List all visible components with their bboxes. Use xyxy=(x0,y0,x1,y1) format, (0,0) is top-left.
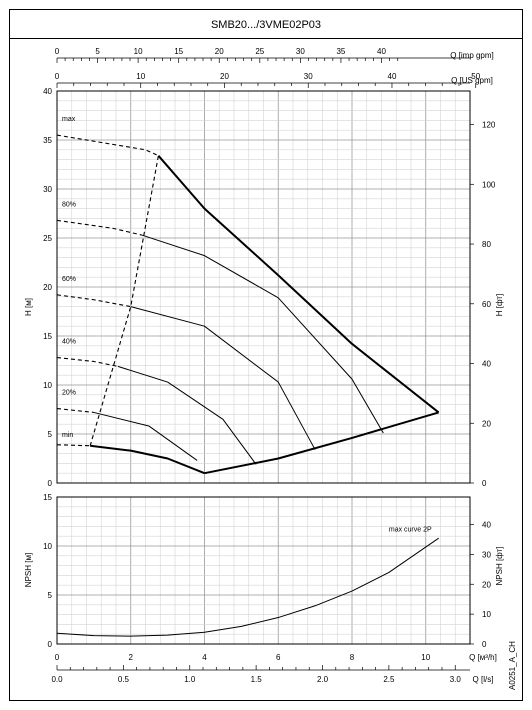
top-axis-0-label: Q [imp gpm] xyxy=(450,51,494,60)
top-axis-1-tick-label: 10 xyxy=(136,72,145,81)
npsh-y-tick-label: 5 xyxy=(48,591,53,600)
top-axis-0-tick-label: 0 xyxy=(55,47,60,56)
top-axis-1-tick-label: 20 xyxy=(220,72,229,81)
performance-right-tick-label: 0 xyxy=(482,479,487,488)
npsh-right-tick-label: 30 xyxy=(482,550,491,559)
npsh-x-tick-label: 0 xyxy=(55,653,60,662)
npsh-right-tick-label: 0 xyxy=(482,640,487,649)
top-axis-1-label: Q [US gpm] xyxy=(451,76,493,85)
performance-curve-40pct-7 xyxy=(117,365,257,465)
top-axis-1-tick-label: 30 xyxy=(304,72,313,81)
top-axis-0-tick-label: 10 xyxy=(134,47,143,56)
performance-curve-max-1 xyxy=(157,155,440,414)
performance-curve-60pct-5 xyxy=(130,306,316,450)
speed-label: 60% xyxy=(62,276,76,283)
performance-curve-20pct-8 xyxy=(56,407,94,413)
speed-label: 80% xyxy=(62,201,76,208)
speed-label: max xyxy=(62,116,76,123)
top-axis-0-tick-label: 30 xyxy=(296,47,305,56)
performance-y-tick-label: 5 xyxy=(48,430,53,439)
npsh-curve-0 xyxy=(56,537,439,637)
performance-curve-20pct-9 xyxy=(93,411,198,461)
performance-curve-min-10 xyxy=(56,444,91,447)
npsh-x-tick-label: 10 xyxy=(421,653,430,662)
speed-label: min xyxy=(62,432,73,439)
npsh-x-tick-label: 6 xyxy=(276,653,281,662)
performance-y-tick-label: 25 xyxy=(43,234,52,243)
performance-curve-envelope-13 xyxy=(204,411,439,475)
npsh-right-tick-label: 10 xyxy=(482,610,491,619)
ls-axis-tick-label: 2.0 xyxy=(317,675,329,684)
ls-axis-tick-label: 3.0 xyxy=(450,675,462,684)
performance-right-tick-label: 100 xyxy=(482,180,496,189)
performance-y-axis-title: H [м] xyxy=(24,298,33,316)
npsh-x-axis-title: Q [м³/h] xyxy=(469,653,497,662)
npsh-right-tick-label: 40 xyxy=(482,521,491,530)
top-axis-0-tick-label: 25 xyxy=(255,47,264,56)
performance-right-tick-label: 120 xyxy=(482,121,496,130)
performance-curve-envelope-12 xyxy=(89,155,159,446)
performance-curve-max-0 xyxy=(56,134,159,157)
outer-frame xyxy=(9,9,523,701)
performance-curve-80pct-3 xyxy=(141,234,384,434)
performance-y-tick-label: 10 xyxy=(43,381,52,390)
performance-right-axis-title: H [фт] xyxy=(495,294,504,317)
top-axis-0-tick-label: 35 xyxy=(336,47,345,56)
performance-right-tick-label: 20 xyxy=(482,419,491,428)
ls-axis-tick-label: 0.5 xyxy=(118,675,130,684)
performance-curve-60pct-4 xyxy=(56,294,131,308)
performance-y-tick-label: 20 xyxy=(43,283,52,292)
npsh-y-tick-label: 0 xyxy=(48,640,53,649)
top-axis-1-tick-label: 50 xyxy=(471,72,480,81)
top-axis-0-tick-label: 20 xyxy=(215,47,224,56)
performance-y-tick-label: 40 xyxy=(43,87,52,96)
performance-right-tick-label: 80 xyxy=(482,240,491,249)
top-axis-0-tick-label: 15 xyxy=(174,47,183,56)
performance-y-tick-label: 35 xyxy=(43,136,52,145)
performance-right-tick-label: 60 xyxy=(482,300,491,309)
npsh-y-tick-label: 10 xyxy=(43,542,52,551)
npsh-y-tick-label: 15 xyxy=(43,493,52,502)
npsh-x-tick-label: 2 xyxy=(129,653,134,662)
top-axis-1-tick-label: 0 xyxy=(55,72,60,81)
top-axis-0-tick-label: 5 xyxy=(95,47,100,56)
npsh-right-tick-label: 20 xyxy=(482,580,491,589)
ls-axis-tick-label: 2.5 xyxy=(383,675,395,684)
top-axis-0-tick-label: 40 xyxy=(377,47,386,56)
speed-label: 20% xyxy=(62,390,76,397)
performance-curve-80pct-2 xyxy=(56,219,142,236)
top-axis-1-tick-label: 40 xyxy=(388,72,397,81)
ls-axis-title: Q [l/s] xyxy=(473,675,494,684)
side-code: A0251_A_CH xyxy=(508,641,517,690)
performance-y-tick-label: 15 xyxy=(43,332,52,341)
performance-plot-border xyxy=(56,90,471,484)
npsh-plot-border xyxy=(56,496,471,645)
performance-y-tick-label: 0 xyxy=(48,479,53,488)
npsh-series-label: max curve 2P xyxy=(389,526,432,533)
performance-right-tick-label: 40 xyxy=(482,360,491,369)
npsh-x-tick-label: 8 xyxy=(350,653,355,662)
performance-y-tick-label: 30 xyxy=(43,185,52,194)
speed-label: 40% xyxy=(62,339,76,346)
ls-axis-tick-label: 1.0 xyxy=(184,675,196,684)
performance-curve-40pct-6 xyxy=(56,357,118,367)
npsh-x-tick-label: 4 xyxy=(202,653,207,662)
chart-title: SMB20.../3VME02P03 xyxy=(211,19,321,31)
ls-axis-tick-label: 0.0 xyxy=(51,675,63,684)
npsh-y-axis-title: NPSH [м] xyxy=(24,553,33,587)
ls-axis-tick-label: 1.5 xyxy=(251,675,263,684)
performance-curve-min-11 xyxy=(90,444,205,475)
npsh-right-axis-title: NPSH [фт] xyxy=(495,547,504,586)
